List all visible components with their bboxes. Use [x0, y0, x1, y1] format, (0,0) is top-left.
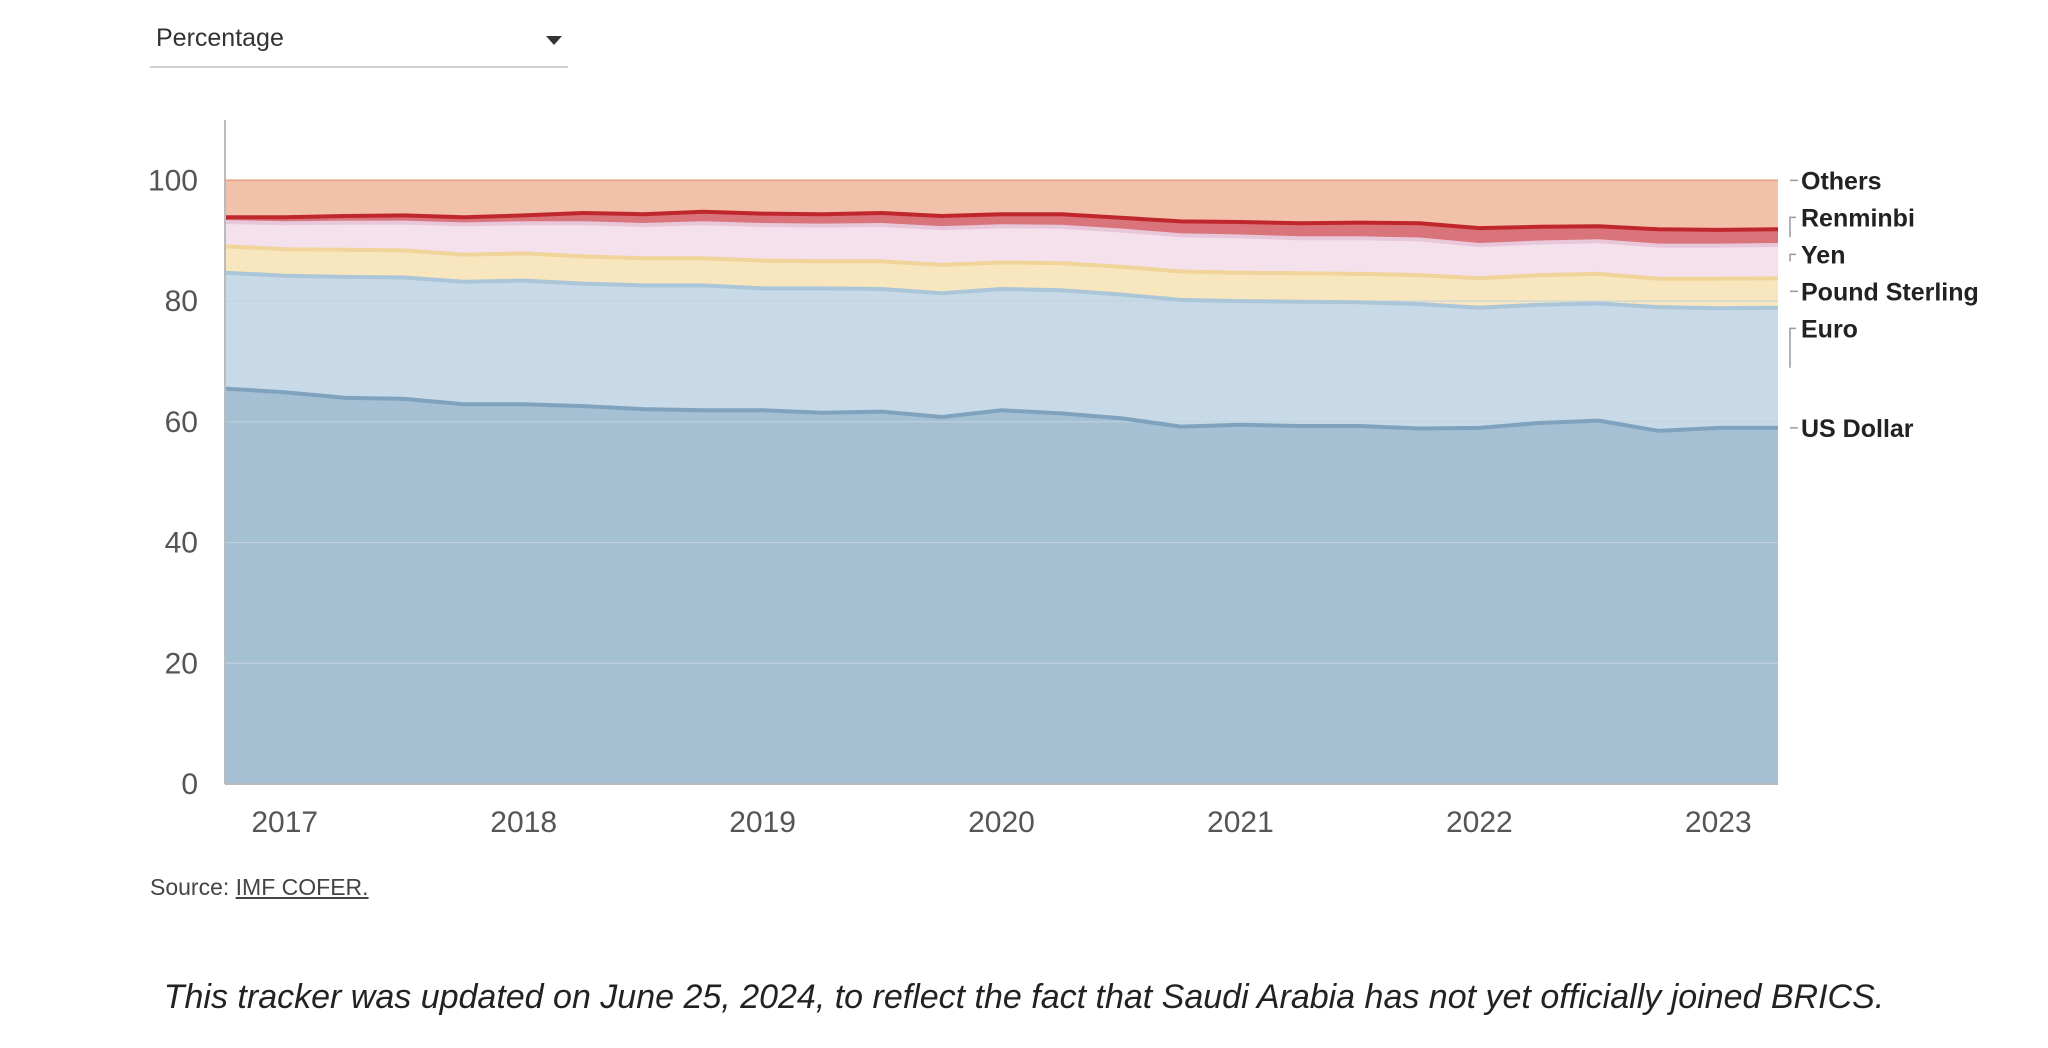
legend: Others Renminbi Yen Pound Sterling Euro US Do… [1789, 167, 1979, 443]
update-note: This tracker was updated on June 25, 202… [163, 978, 1885, 1016]
source-link[interactable]: IMF COFER. [235, 874, 369, 900]
x-tick-label: 2022 [1446, 806, 1513, 839]
source-prefix: Source: [150, 874, 230, 900]
series-lines [224, 179, 1779, 433]
legend-label-rmb: Renminbi [1801, 204, 1915, 232]
line-rmb [225, 209, 1779, 232]
legend-connector-euro [1789, 327, 1796, 368]
y-tick-labels: 0 20 40 60 80 100 [148, 164, 198, 801]
series-areas [225, 180, 1778, 784]
x-tick-label: 2021 [1207, 806, 1274, 839]
area-gbp [225, 246, 1778, 309]
legend-label-gbp: Pound Sterling [1801, 278, 1979, 306]
y-tick-label: 100 [148, 164, 198, 197]
y-tick-label: 40 [165, 527, 198, 560]
x-tick-label: 2020 [968, 806, 1035, 839]
area-usd [225, 388, 1778, 784]
area-others [225, 180, 1778, 230]
x-tick-label: 2019 [729, 806, 796, 839]
y-tick-label: 60 [165, 406, 198, 439]
line-gbp [224, 244, 1779, 281]
legend-label-others: Others [1801, 167, 1882, 195]
x-tick-label: 2018 [490, 806, 557, 839]
area-euro [225, 272, 1778, 431]
y-tick-label: 80 [165, 285, 198, 318]
stacked-area-chart: 0 20 40 60 80 100 2017 2018 2019 2020 2021 2022 202… [148, 120, 1979, 839]
legend-connector-rmb [1789, 216, 1796, 238]
measure-dropdown[interactable]: Percentage [150, 14, 568, 68]
line-usd [224, 386, 1778, 433]
dropdown-value: Percentage [156, 24, 284, 52]
y-tick-label: 0 [181, 768, 198, 801]
x-tick-labels: 2017 2018 2019 2020 2021 2022 2023 [251, 806, 1751, 839]
legend-label-usd: US Dollar [1801, 415, 1914, 443]
y-tick-label: 20 [165, 647, 198, 680]
line-yen [224, 220, 1779, 248]
x-tick-label: 2023 [1685, 806, 1752, 839]
source-note: Source: IMF COFER. [150, 874, 369, 901]
chevron-down-icon [546, 36, 562, 45]
legend-label-euro: Euro [1801, 315, 1858, 343]
area-yen [225, 222, 1778, 279]
line-euro [224, 270, 1779, 311]
legend-connector-yen [1789, 253, 1796, 262]
legend-label-yen: Yen [1801, 241, 1845, 269]
x-tick-label: 2017 [251, 806, 318, 839]
axes [224, 120, 1778, 785]
